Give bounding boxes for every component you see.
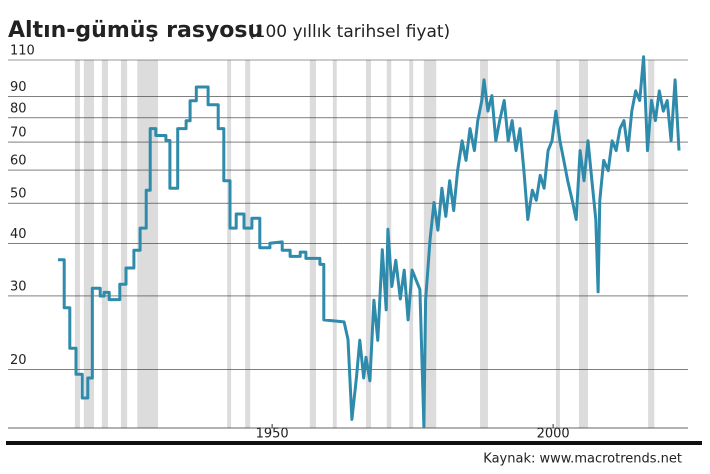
x-tick-label: 2000: [537, 427, 570, 442]
y-tick-label: 90: [10, 80, 27, 95]
y-tick-label: 110: [10, 44, 35, 59]
ratio-line: [58, 55, 681, 429]
y-tick-label: 70: [10, 126, 27, 141]
y-tick-label: 60: [10, 154, 27, 169]
y-tick-label: 50: [10, 187, 27, 202]
y-tick-label: 40: [10, 227, 27, 242]
y-tick-label: 80: [10, 101, 27, 116]
chart-title: Altın-gümüş rasyosu: [8, 18, 263, 43]
x-tick-label: 1950: [256, 427, 289, 442]
chart-subtitle: (100 yıllık tarihsel fiyat): [248, 22, 450, 42]
y-tick-label: 30: [10, 279, 27, 294]
source-note: Kaynak: www.macrotrends.net: [483, 452, 682, 467]
y-tick-label: 20: [10, 353, 27, 368]
